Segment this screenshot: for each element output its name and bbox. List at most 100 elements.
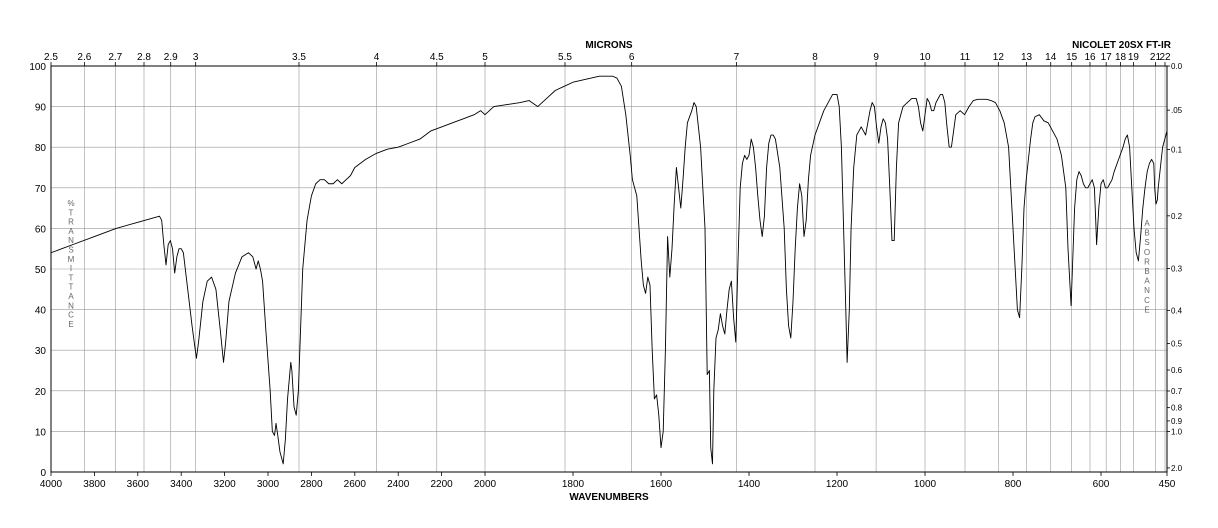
axis-title-char: A — [68, 292, 74, 301]
x-axis-title: WAVENUMBERS — [569, 492, 649, 503]
bottom-tick-label: 3600 — [127, 479, 150, 490]
axis-title-char: N — [1144, 286, 1150, 295]
top-tick-label: 2.6 — [77, 52, 91, 63]
axis-title-char: A — [1144, 277, 1150, 286]
series-layer — [50, 75, 1168, 465]
top-tick-label: 16 — [1084, 52, 1096, 63]
axis-title-char: M — [68, 255, 75, 264]
right-tick-label: 1.0 — [1171, 427, 1183, 436]
left-axis-ticks: 0 10 20 30 40 50 60 70 80 90 100 — [29, 62, 46, 479]
top-axis-title: MICRONS — [585, 40, 633, 51]
bottom-tick-label: 600 — [1093, 479, 1110, 490]
bottom-axis-ticks: 4000 3800 3600 3400 3200 3000 2800 2600 2400 2200… — [40, 472, 1176, 490]
left-tick-label: 40 — [35, 306, 47, 317]
top-tick-label: 17 — [1101, 52, 1113, 63]
plot-frame — [50, 65, 1168, 473]
top-tick-label: 15 — [1066, 52, 1078, 63]
top-tick-label: 3.5 — [292, 52, 306, 63]
bottom-tick-label: 450 — [1159, 479, 1176, 490]
bottom-tick-label: 2800 — [300, 479, 323, 490]
top-tick-label: 5 — [482, 52, 488, 63]
left-tick-label: 60 — [35, 224, 47, 235]
axis-title-char: N — [68, 236, 74, 245]
bottom-tick-label: 2400 — [387, 479, 410, 490]
top-tick-label: 14 — [1045, 52, 1057, 63]
left-tick-label: 50 — [35, 265, 47, 276]
bottom-tick-label: 2000 — [474, 479, 497, 490]
top-tick-label: 2.8 — [137, 52, 151, 63]
top-tick-label: 9 — [873, 52, 879, 63]
left-tick-label: 20 — [35, 387, 47, 398]
axis-title-char: E — [1144, 305, 1149, 314]
axis-title-char: C — [1144, 296, 1150, 305]
bottom-tick-label: 3000 — [257, 479, 280, 490]
right-tick-label: 0.1 — [1171, 146, 1183, 155]
axis-title-char: T — [69, 273, 74, 282]
instrument-label: NICOLET 20SX FT-IR — [1072, 40, 1172, 51]
top-tick-label: 3 — [193, 52, 199, 63]
bottom-tick-label: 1800 — [562, 479, 585, 490]
axis-title-char: S — [1144, 238, 1149, 247]
bottom-tick-label: 1600 — [650, 479, 673, 490]
bottom-tick-label: 4000 — [40, 479, 63, 490]
axis-title-char: T — [69, 283, 74, 292]
bottom-tick-label: 3400 — [170, 479, 193, 490]
axis-title-char: A — [1144, 219, 1150, 228]
top-tick-label: 2.9 — [164, 52, 178, 63]
bottom-tick-label: 2200 — [430, 479, 453, 490]
axis-title-char: T — [69, 208, 74, 217]
top-axis-ticks: 2.5 2.6 2.7 2.8 2.9 3 3.5 4 4.5 5 5.5 6 7 8 9 10 11 12 13 1… — [44, 52, 1171, 66]
right-tick-label: 0.8 — [1171, 404, 1183, 413]
right-tick-label: 0.9 — [1171, 417, 1183, 426]
axis-title-char: E — [68, 320, 73, 329]
chart-grid — [51, 65, 1167, 473]
left-tick-label: 10 — [35, 427, 47, 438]
axis-title-char: B — [1144, 267, 1149, 276]
top-tick-label: 10 — [919, 52, 931, 63]
left-tick-label: 80 — [35, 143, 47, 154]
axis-title-char: R — [1144, 257, 1150, 266]
axis-title-char: S — [68, 246, 73, 255]
axis-title-char: I — [70, 264, 72, 273]
right-tick-label: 0.2 — [1171, 212, 1183, 221]
top-tick-label: 2.5 — [44, 52, 58, 63]
left-tick-label: 100 — [29, 62, 46, 73]
top-tick-label: 7 — [734, 52, 740, 63]
top-tick-label: 22 — [1159, 52, 1171, 63]
left-tick-label: 90 — [35, 103, 47, 114]
bottom-tick-label: 3800 — [83, 479, 106, 490]
right-tick-label: .05 — [1171, 106, 1183, 115]
top-tick-label: 8 — [812, 52, 818, 63]
top-tick-label: 13 — [1021, 52, 1033, 63]
axis-title-char: C — [68, 311, 74, 320]
top-tick-label: 4.5 — [430, 52, 444, 63]
right-tick-label: 2.0 — [1171, 464, 1183, 473]
right-tick-label: 0.3 — [1171, 265, 1183, 274]
bottom-tick-label: 1400 — [738, 479, 761, 490]
top-tick-label: 2.7 — [108, 52, 122, 63]
right-axis-ticks: 0.0 .05 0.1 0.2 0.3 0.4 0.5 0.6 0.7 0.8 0.91.0 2.0 — [1167, 62, 1183, 473]
bottom-tick-label: 1000 — [914, 479, 937, 490]
axis-title-char: R — [68, 218, 74, 227]
bottom-tick-label: 2600 — [344, 479, 367, 490]
top-tick-label: 5.5 — [558, 52, 572, 63]
top-tick-label: 4 — [374, 52, 380, 63]
top-tick-label: 19 — [1128, 52, 1140, 63]
bottom-tick-label: 800 — [1005, 479, 1022, 490]
spectrum-line — [50, 75, 1168, 465]
left-tick-label: 0 — [40, 468, 46, 479]
top-tick-label: 21 — [1150, 52, 1162, 63]
top-tick-label: 12 — [993, 52, 1005, 63]
right-tick-label: 0.6 — [1171, 366, 1183, 375]
right-tick-label: 0.5 — [1171, 340, 1183, 349]
axis-title-char: % — [67, 199, 74, 208]
axis-title-char: O — [1144, 248, 1150, 257]
bottom-tick-label: 1200 — [826, 479, 849, 490]
right-tick-label: 0.7 — [1171, 387, 1183, 396]
top-tick-label: 11 — [960, 52, 971, 63]
right-tick-label: 0.0 — [1171, 62, 1183, 71]
left-tick-label: 30 — [35, 346, 47, 357]
top-tick-label: 18 — [1115, 52, 1127, 63]
